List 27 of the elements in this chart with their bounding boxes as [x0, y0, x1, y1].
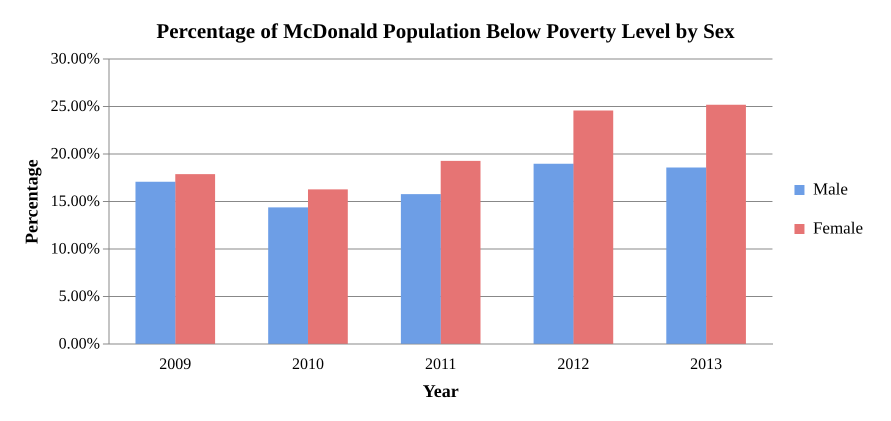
bar — [440, 160, 481, 344]
bar — [400, 194, 441, 344]
bar — [135, 182, 176, 344]
y-tick-label: 5.00% — [58, 288, 100, 305]
x-axis-title: Year — [422, 380, 459, 401]
y-tick-label: 25.00% — [50, 98, 100, 115]
x-tick-label: 2012 — [557, 356, 590, 374]
y-tick-label: 30.00% — [50, 50, 100, 68]
bar — [706, 104, 746, 344]
bar — [666, 168, 706, 344]
x-tick-label: 2011 — [424, 356, 456, 374]
y-tick-label: 15.00% — [50, 192, 100, 210]
y-tick-label: 20.00% — [50, 145, 100, 162]
y-axis-title: Percentage — [21, 159, 42, 244]
chart-title: Percentage of McDonald Population Below Poverty Level by Sex — [156, 19, 736, 44]
x-tick-label: 2010 — [292, 356, 324, 374]
bar — [175, 174, 216, 344]
bar — [268, 207, 308, 344]
x-tick-label: 2013 — [690, 356, 722, 374]
legend-label: Female — [812, 218, 864, 238]
bar — [573, 110, 614, 344]
x-tick-label: 2009 — [159, 356, 192, 374]
y-tick-label: 0.00% — [58, 335, 100, 352]
y-tick-label: 10.00% — [50, 240, 100, 258]
bar — [534, 164, 574, 344]
legend-label: Male — [812, 179, 848, 198]
bar — [308, 189, 348, 344]
